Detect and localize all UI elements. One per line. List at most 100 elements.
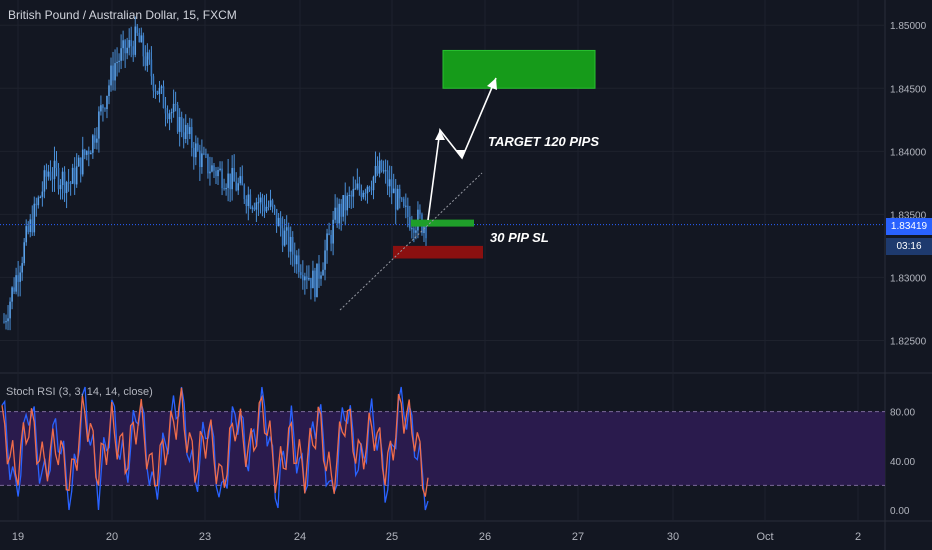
candle-body [231, 167, 233, 190]
target-label: TARGET 120 PIPS [488, 134, 600, 149]
candle-body [92, 135, 94, 153]
candle-body [25, 226, 28, 243]
candle-body [330, 234, 332, 244]
candle-body [96, 138, 98, 143]
candle-body [21, 263, 23, 273]
candle-body [15, 275, 17, 292]
candle-body [287, 227, 290, 252]
projection-arrowhead [487, 78, 497, 90]
candle-body [85, 151, 88, 155]
candle-body [67, 182, 70, 184]
candle-body [247, 194, 250, 207]
candle-body [370, 189, 373, 191]
candle-body [237, 183, 240, 191]
candle-body [108, 85, 110, 97]
candle-body [217, 170, 219, 177]
rsi-title: Stoch RSI (3, 3, 14, 14, close) [6, 386, 153, 398]
stop-loss-box [393, 245, 483, 259]
candle-body [378, 160, 381, 174]
candle-body [362, 192, 365, 198]
candle-body [360, 190, 363, 198]
candle-body [411, 228, 413, 230]
price-tick-label: 1.83500 [890, 210, 927, 221]
candle-body [227, 173, 229, 188]
candle-body [320, 275, 322, 279]
candle-body [372, 176, 375, 191]
candle-body [255, 202, 258, 210]
candle-body [130, 40, 133, 47]
candle-body [197, 143, 199, 151]
time-tick-label: 25 [386, 531, 398, 543]
candle-body [126, 47, 128, 54]
candle-body [293, 254, 296, 265]
candle-body [17, 275, 19, 282]
candle-body [98, 111, 100, 139]
candle-body [51, 178, 54, 180]
candle-body [124, 40, 126, 54]
time-tick-label: 20 [106, 531, 118, 543]
candle-body [37, 197, 40, 206]
candle-body [118, 60, 120, 62]
candle-body [160, 86, 163, 88]
candle-body [318, 263, 320, 279]
candle-body [352, 189, 355, 197]
candle-body [184, 124, 187, 139]
trend-line [339, 172, 483, 311]
candle-body [13, 287, 15, 292]
candle-body [251, 207, 254, 209]
rsi-tick-label: 40.00 [890, 457, 915, 468]
candle-body [88, 151, 90, 155]
candle-body [306, 276, 308, 280]
candle-body [138, 32, 141, 43]
candle-body [5, 321, 7, 323]
candle-body [332, 219, 334, 244]
time-tick-label: 26 [479, 531, 491, 543]
candle-body [396, 188, 399, 210]
candle-body [23, 242, 25, 264]
candle-body [346, 195, 349, 211]
candle-body [409, 217, 411, 229]
candle-body [419, 209, 421, 215]
candle-body [275, 208, 278, 227]
candle-body [394, 188, 397, 210]
candle-body [61, 171, 64, 186]
candle-body [31, 219, 34, 233]
candle-body [324, 250, 326, 270]
candle-body [388, 179, 391, 187]
candle-body [201, 153, 203, 167]
candle-body [83, 149, 86, 155]
candle-body [273, 205, 276, 209]
candle-body [241, 176, 244, 186]
candle-body [41, 191, 44, 197]
candle-body [340, 203, 342, 217]
candle-body [112, 65, 114, 81]
candle-body [150, 59, 153, 77]
candle-body [243, 185, 246, 200]
candle-body [134, 26, 137, 55]
candle-body [413, 228, 415, 233]
candle-body [368, 186, 371, 190]
candle-body [11, 287, 13, 302]
candle-body [144, 56, 147, 66]
candle-body [57, 167, 60, 190]
candle-body [154, 90, 157, 92]
candle-body [100, 105, 102, 112]
candle-body [174, 103, 177, 106]
candle-body [235, 181, 238, 191]
candle-body [186, 124, 189, 135]
candle-body [279, 217, 282, 229]
candle-body [203, 153, 205, 155]
time-tick-label: 2 [855, 531, 861, 543]
time-tick-label: 24 [294, 531, 306, 543]
rsi-k-line [1, 386, 429, 511]
candle-body [166, 113, 169, 120]
candle-body [205, 153, 207, 155]
candle-body [297, 255, 300, 273]
rsi-tick-label: 80.00 [890, 408, 915, 419]
price-tick-label: 1.82500 [890, 336, 927, 347]
candle-body [334, 207, 336, 220]
candle-body [400, 198, 403, 200]
candle-body [304, 276, 306, 281]
candle-body [77, 157, 80, 167]
